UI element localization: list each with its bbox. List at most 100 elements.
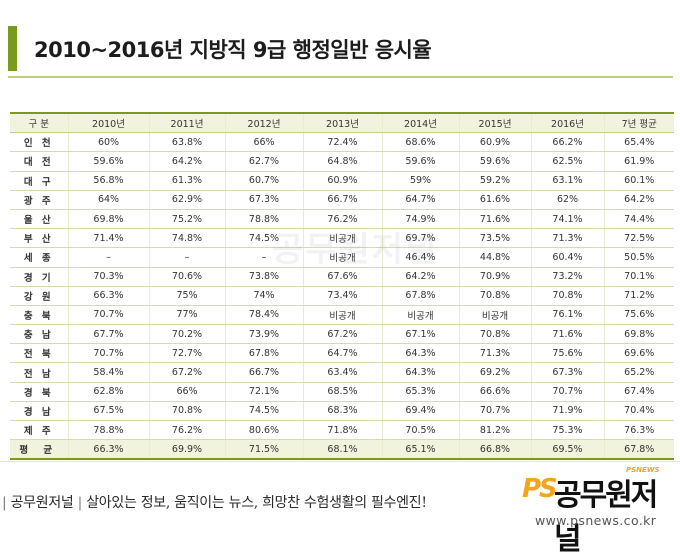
rate-cell: 70.8% xyxy=(459,286,532,306)
rate-cell: 60.9% xyxy=(459,132,532,153)
rate-cell: 62% xyxy=(531,190,605,210)
column-header-2014: 2014년 xyxy=(382,112,460,134)
region-label: 세 종 xyxy=(10,247,69,268)
rate-cell: 65.2% xyxy=(604,362,674,383)
rate-cell: 59.6% xyxy=(459,151,532,172)
footer-tagline: 살아있는 정보, 움직이는 뉴스, 희망찬 수험생활의 필수엔진! xyxy=(86,495,427,511)
rate-cell: 63.4% xyxy=(303,362,383,383)
region-label: 광 주 xyxy=(10,190,69,210)
rate-cell: 74.4% xyxy=(604,209,674,230)
rate-cell: 71.2% xyxy=(604,286,674,306)
rate-cell: 71.9% xyxy=(531,401,605,422)
rate-cell: 67.8% xyxy=(225,343,304,364)
rate-cell: 70.7% xyxy=(459,401,532,422)
rate-cell: 71.8% xyxy=(303,420,383,441)
column-header-2012: 2012년 xyxy=(225,112,304,134)
rate-cell: 64.3% xyxy=(382,343,460,364)
title-accent-bar xyxy=(8,26,17,71)
rate-cell: 70.4% xyxy=(604,401,674,422)
rate-cell: 66.7% xyxy=(303,190,383,210)
rate-cell: 74.8% xyxy=(149,228,226,249)
rate-cell: 74% xyxy=(225,286,304,306)
rate-cell: – xyxy=(149,247,226,268)
rate-cell: 76.3% xyxy=(604,420,674,441)
rate-cell: 70.6% xyxy=(149,267,226,287)
rate-cell: 60.1% xyxy=(604,171,674,191)
rate-cell: 65.3% xyxy=(382,382,460,402)
rate-cell: 66.7% xyxy=(225,362,304,383)
rate-cell: 50.5% xyxy=(604,247,674,268)
rate-cell: 73.8% xyxy=(225,267,304,287)
table-row: 제 주 78.8% 76.2% 80.6% 71.8% 70.5% 81.2% 75.3% 76… xyxy=(10,420,674,441)
rate-cell: 69.8% xyxy=(68,209,150,230)
column-header-2016: 2016년 xyxy=(531,112,605,134)
rate-cell: 71.6% xyxy=(531,324,605,345)
rate-cell: 75.6% xyxy=(604,305,674,326)
rate-cell: 70.9% xyxy=(459,267,532,287)
rate-cell: 65.4% xyxy=(604,132,674,153)
logo-subtext: PSNEWS xyxy=(626,466,660,474)
rate-cell: 73.4% xyxy=(303,286,383,306)
rate-cell: 75.3% xyxy=(531,420,605,441)
average-cell: 71.5% xyxy=(225,439,304,461)
average-cell: 66.3% xyxy=(68,439,150,461)
rate-cell: 59.6% xyxy=(68,151,150,172)
table-row: 울 산 69.8% 75.2% 78.8% 76.2% 74.9% 71.6% 74.1% 74… xyxy=(10,209,674,230)
footer-divider xyxy=(0,461,680,462)
rate-cell: 비공개 xyxy=(382,305,460,326)
rate-cell: 63.1% xyxy=(531,171,605,191)
page-header: 2010~2016년 지방직 9급 행정일반 응시율 xyxy=(0,0,680,96)
rate-cell: 68.5% xyxy=(303,382,383,402)
column-header-2013: 2013년 xyxy=(303,112,383,134)
rate-cell: 58.4% xyxy=(68,362,150,383)
region-label: 경 북 xyxy=(10,382,69,402)
region-label: 전 북 xyxy=(10,343,69,364)
column-header-2011: 2011년 xyxy=(149,112,226,134)
region-label: 인 천 xyxy=(10,132,69,153)
rate-cell: 73.2% xyxy=(531,267,605,287)
rate-cell: 70.5% xyxy=(382,420,460,441)
rate-cell: 67.1% xyxy=(382,324,460,345)
rate-cell: 74.5% xyxy=(225,401,304,422)
rate-cell: 67.6% xyxy=(303,267,383,287)
rate-cell: 59% xyxy=(382,171,460,191)
title-underline xyxy=(8,76,673,78)
region-label: 전 남 xyxy=(10,362,69,383)
rate-cell: 62.7% xyxy=(225,151,304,172)
table-row: 대 전 59.6% 64.2% 62.7% 64.8% 59.6% 59.6% 62.5% 61… xyxy=(10,151,674,172)
table-row: 강 원 66.3% 75% 74% 73.4% 67.8% 70.8% 70.8% 71.2% xyxy=(10,286,674,306)
rate-cell: 74.9% xyxy=(382,209,460,230)
rate-cell: 44.8% xyxy=(459,247,532,268)
rate-cell: 비공개 xyxy=(303,247,383,268)
rate-cell: 64.2% xyxy=(604,190,674,210)
region-label: 경 기 xyxy=(10,267,69,287)
region-label: 제 주 xyxy=(10,420,69,441)
rate-cell: 75.6% xyxy=(531,343,605,364)
average-row: 평 균 66.3% 69.9% 71.5% 68.1% 65.1% 66.8% … xyxy=(10,439,674,461)
rate-cell: 67.4% xyxy=(604,382,674,402)
rate-cell: 78.4% xyxy=(225,305,304,326)
rate-cell: 61.6% xyxy=(459,190,532,210)
rate-cell: 64.3% xyxy=(382,362,460,383)
rate-cell: 69.7% xyxy=(382,228,460,249)
average-cell: 66.8% xyxy=(459,439,532,461)
region-label: 충 북 xyxy=(10,305,69,326)
rate-cell: 81.2% xyxy=(459,420,532,441)
region-label: 경 남 xyxy=(10,401,69,422)
rate-cell: 66% xyxy=(149,382,226,402)
rate-cell: 76.2% xyxy=(303,209,383,230)
rate-cell: 비공개 xyxy=(459,305,532,326)
average-cell: 68.1% xyxy=(303,439,383,461)
rate-cell: 76.1% xyxy=(531,305,605,326)
rate-cell: 70.3% xyxy=(68,267,150,287)
page-title: 2010~2016년 지방직 9급 행정일반 응시율 xyxy=(34,38,432,62)
column-header-category: 구 분 xyxy=(10,112,69,134)
rate-cell: 63.8% xyxy=(149,132,226,153)
rate-cell: 60.9% xyxy=(303,171,383,191)
rate-cell: 71.3% xyxy=(459,343,532,364)
rate-cell: 77% xyxy=(149,305,226,326)
rate-cell: 62.8% xyxy=(68,382,150,402)
footer-brand: 공무원저널 xyxy=(10,495,74,511)
table-row: 부 산 71.4% 74.8% 74.5% 비공개 69.7% 73.5% 71.3% 72.5… xyxy=(10,228,674,249)
rate-cell: 70.8% xyxy=(149,401,226,422)
